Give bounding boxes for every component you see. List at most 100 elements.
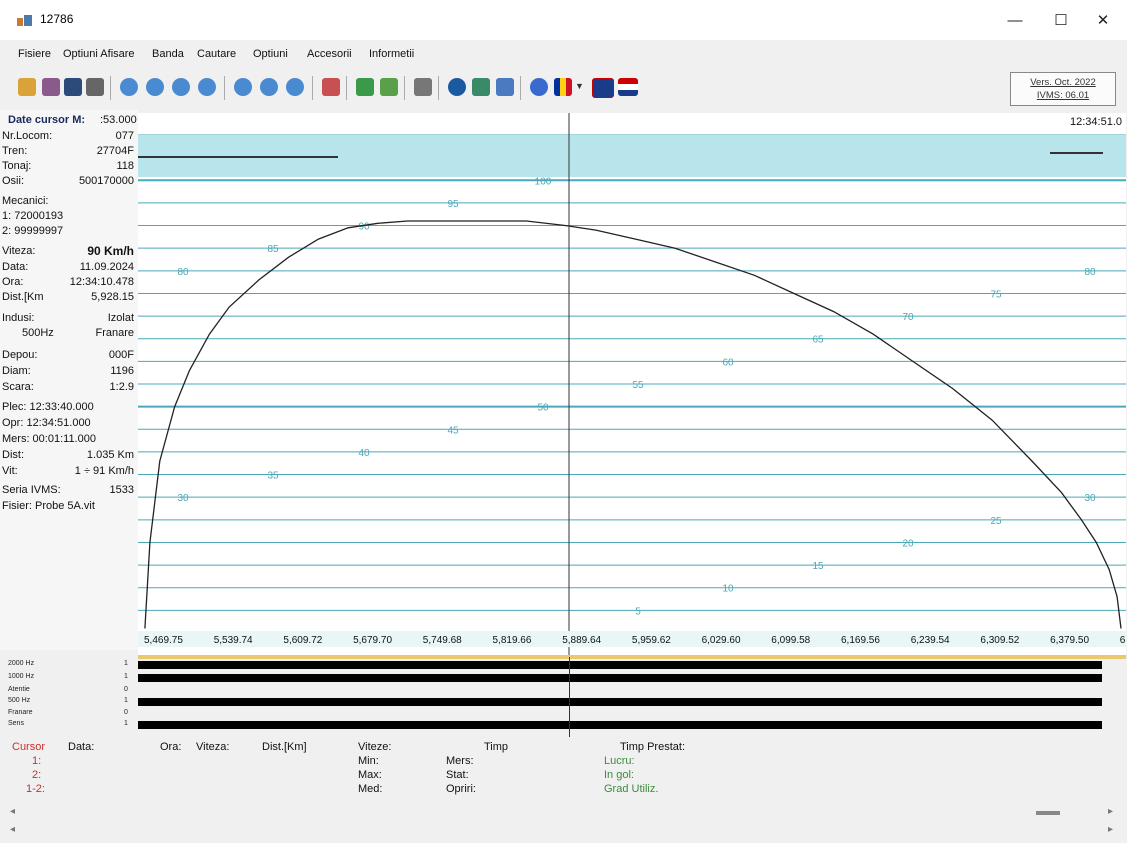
cursor-summary: Cursor Data: Ora: Viteza: Dist.[Km] Vite… [0, 737, 1127, 807]
med-label: Med: [358, 783, 383, 795]
seria-label: Seria IVMS: [2, 484, 61, 496]
x-tick-label: 5,539.74 [214, 635, 253, 646]
horizontal-scrollbar-bottom[interactable]: ◂ ▸ [6, 824, 1120, 838]
toolbar-separator [438, 76, 439, 100]
speed-label: 55 [632, 380, 644, 391]
signal-value: 1 [124, 673, 128, 680]
dist-value: 5,928.15 [91, 291, 134, 303]
x-tick-label: 6,239.54 [911, 635, 950, 646]
cursor-1-2-label: 1-2: [26, 783, 45, 795]
menu-banda[interactable]: Banda [152, 48, 184, 60]
menu-optiuni[interactable]: Optiuni [253, 48, 288, 60]
horizontal-scrollbar[interactable]: ◂ ▸ [6, 806, 1120, 820]
open-folder-icon[interactable] [18, 78, 36, 96]
zoom-reset-icon[interactable] [286, 78, 304, 96]
menu-bar: Fisiere Optiuni Afisare Banda Cautare Op… [0, 44, 1127, 66]
nav-first-icon[interactable] [120, 78, 138, 96]
maximize-button[interactable]: ☐ [1054, 12, 1068, 29]
version-label: Vers. Oct. 2022 [1030, 77, 1096, 88]
signal-bar-sens [138, 721, 1102, 729]
hz500-label: 500Hz [22, 327, 54, 339]
tree-icon[interactable] [356, 78, 374, 96]
zoom-out-icon[interactable] [260, 78, 278, 96]
speed-label: 25 [990, 516, 1002, 527]
uk-flag-icon[interactable] [592, 78, 614, 98]
nav-next-icon[interactable] [172, 78, 190, 96]
diam-value: 1196 [110, 365, 134, 377]
speed-label: 40 [358, 448, 370, 459]
close-button[interactable]: ✕ [1096, 12, 1110, 29]
tren-label: Tren: [2, 145, 28, 157]
speed-label: 100 [535, 176, 552, 187]
ivms-version-label: IVMS: 06.01 [1036, 90, 1090, 101]
cursor-line-signals [569, 657, 570, 737]
speed-curve [144, 220, 1122, 629]
vit-label: Vit: [2, 465, 18, 477]
scroll-thumb[interactable] [1036, 811, 1060, 815]
data-label: Data: [2, 261, 29, 273]
x-tick-label: 5,749.68 [423, 635, 462, 646]
tonaj-label: Tonaj: [2, 160, 32, 172]
scroll-left-icon[interactable]: ◂ [10, 824, 16, 835]
data-header: Data: [68, 741, 95, 753]
hz500-value: Franare [95, 327, 134, 339]
stat-label: Stat: [446, 769, 469, 781]
x-tick-label: 5,609.72 [283, 635, 322, 646]
vit-value: 1 ÷ 91 Km/h [74, 465, 134, 477]
ora-header: Ora: [160, 741, 182, 753]
signal-bar-2000hz [138, 661, 1102, 669]
help-icon[interactable] [530, 78, 548, 96]
app-icon [17, 15, 32, 26]
menu-optiuni-afisare[interactable]: Optiuni Afisare [63, 48, 135, 60]
menu-accesorii[interactable]: Accesorii [307, 48, 352, 60]
chevron-down-icon[interactable]: ▼ [575, 81, 584, 91]
nav-last-icon[interactable] [198, 78, 216, 96]
mecanici-label: Mecanici: [2, 195, 49, 207]
minimize-button[interactable]: — [1007, 12, 1023, 29]
globe-icon[interactable] [448, 78, 466, 96]
speed-label: 80 [177, 267, 189, 278]
speed-label: 95 [447, 199, 459, 210]
scara-label: Scara: [2, 381, 34, 393]
croatian-flag-icon[interactable] [618, 78, 638, 96]
scroll-left-icon[interactable]: ◂ [10, 806, 16, 817]
diam-label: Diam: [2, 365, 31, 377]
grid-icon[interactable] [322, 78, 340, 96]
x-tick-label: 6,379.50 [1050, 635, 1089, 646]
x-axis-band [138, 631, 1126, 647]
x-tick-label: 6,169.56 [841, 635, 880, 646]
timp-header: Timp [484, 741, 509, 753]
seria-value: 1533 [109, 484, 134, 496]
palm-icon[interactable] [380, 78, 398, 96]
nav-prev-icon[interactable] [146, 78, 164, 96]
report-icon[interactable] [414, 78, 432, 96]
print-icon[interactable] [86, 78, 104, 96]
settings-icon[interactable] [42, 78, 60, 96]
speed-label: 10 [722, 584, 734, 595]
zoom-in-icon[interactable] [234, 78, 252, 96]
x-tick-label: 6,099.58 [771, 635, 810, 646]
romanian-flag-icon[interactable] [554, 78, 572, 96]
signal-label: Franare [8, 709, 33, 716]
grad-utiliz-label: Grad Utiliz. [604, 783, 659, 795]
version-box: Vers. Oct. 2022 IVMS: 06.01 [1010, 72, 1116, 106]
menu-cautare[interactable]: Cautare [197, 48, 237, 60]
scroll-right-icon[interactable]: ▸ [1108, 824, 1114, 835]
dist2-value: 1.035 Km [86, 449, 134, 461]
menu-fisiere[interactable]: Fisiere [18, 48, 52, 60]
data-value: 11.09.2024 [79, 261, 134, 273]
menu-informetii[interactable]: Informetii [369, 48, 415, 60]
x-tick-label: 5,819.66 [493, 635, 532, 646]
speed-label: 20 [902, 538, 914, 549]
anchor-icon[interactable] [496, 78, 514, 96]
map-icon[interactable] [472, 78, 490, 96]
scroll-right-icon[interactable]: ▸ [1108, 806, 1114, 817]
chart-bottom-border [138, 655, 1126, 659]
signal-value: 1 [124, 697, 128, 704]
speed-chart[interactable]: 12:34:51.0 100 95 90 85 80 45 40 35 30 80 75 70 65 6… [138, 113, 1126, 659]
speed-label: 75 [990, 289, 1002, 300]
chart-header-time: 12:34:51.0 [1070, 116, 1122, 128]
save-icon[interactable] [64, 78, 82, 96]
speed-label: 30 [1084, 493, 1096, 504]
x-tick-labels: 5,469.75 5,539.74 5,609.72 5,679.70 5,749.68… [144, 635, 1126, 646]
